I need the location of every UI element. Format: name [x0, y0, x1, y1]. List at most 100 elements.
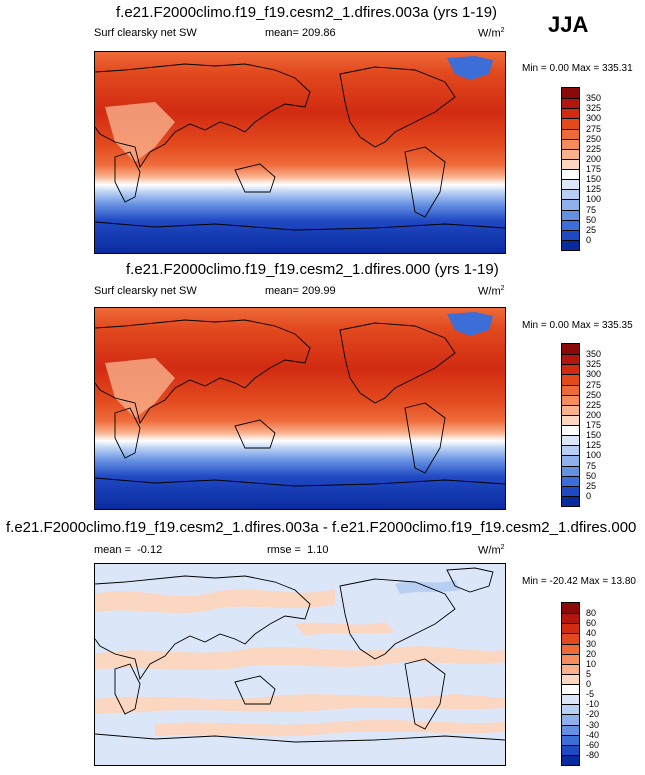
colorbar-tick-label: 0: [586, 679, 592, 689]
colorbar-tick-label: 25: [586, 224, 597, 235]
panel-3-minmax: Min = -20.42 Max = 13.80: [522, 576, 636, 587]
colorbar-segment: [562, 603, 579, 614]
panel-2-units: W/m2: [478, 285, 505, 298]
colorbar-segment: [562, 219, 579, 230]
panel-1-colorbar: [561, 87, 580, 251]
colorbar-segment: [562, 653, 579, 664]
colorbar-tick-label: 0: [586, 234, 592, 245]
colorbar-tick-label: 225: [586, 143, 602, 154]
colorbar-segment: [562, 354, 579, 365]
colorbar-segment: [562, 613, 579, 624]
colorbar-tick-label: 50: [586, 470, 597, 481]
colorbar-segment: [562, 694, 579, 705]
panel-1-field-label: Surf clearsky net SW: [94, 27, 197, 39]
panel-1-map: [94, 51, 506, 254]
panel-1-minmax: Min = 0.00 Max = 335.31: [522, 63, 633, 74]
colorbar-tick-label: 175: [586, 164, 602, 174]
colorbar-tick-label: -10: [586, 699, 600, 710]
colorbar-segment: [562, 158, 579, 169]
colorbar-tick-label: 325: [586, 359, 602, 370]
colorbar-segment: [562, 714, 579, 725]
colorbar-tick-label: 5: [586, 668, 592, 679]
colorbar-segment: [562, 414, 579, 425]
colorbar-tick-label: 350: [586, 93, 602, 104]
colorbar-segment: [562, 724, 579, 735]
colorbar-segment: [562, 374, 579, 385]
colorbar-segment: [562, 384, 579, 395]
colorbar-tick-label: 20: [586, 648, 597, 659]
colorbar-tick-label: -40: [586, 729, 600, 740]
colorbar-segment: [562, 704, 579, 715]
colorbar-segment: [562, 684, 579, 695]
colorbar-segment: [562, 465, 579, 476]
colorbar-segment: [562, 404, 579, 415]
colorbar-tick-label: 350: [586, 349, 602, 360]
colorbar-segment: [562, 495, 579, 506]
colorbar-segment: [562, 435, 579, 446]
panel-3-map: [94, 563, 506, 766]
colorbar-segment: [562, 485, 579, 496]
panel-1-title: f.e21.F2000climo.f19_f19.cesm2_1.dfires.…: [116, 4, 498, 21]
panel-1-mean: mean= 209.86: [265, 27, 336, 39]
colorbar-tick-label: 40: [586, 628, 597, 639]
colorbar-segment: [562, 118, 579, 129]
panel-2-title: f.e21.F2000climo.f19_f19.cesm2_1.dfires.…: [126, 261, 499, 278]
colorbar-segment: [562, 229, 579, 240]
colorbar-tick-label: 25: [586, 480, 597, 491]
colorbar-segment: [562, 475, 579, 486]
colorbar-segment: [562, 239, 579, 250]
colorbar-tick-label: -30: [586, 719, 600, 730]
colorbar-tick-label: 60: [586, 618, 597, 629]
colorbar-segment: [562, 189, 579, 200]
colorbar-segment: [562, 98, 579, 109]
colorbar-tick-label: 275: [586, 123, 602, 134]
panel-2-map: [94, 307, 506, 510]
colorbar-segment: [562, 663, 579, 674]
colorbar-segment: [562, 744, 579, 755]
colorbar-segment: [562, 88, 579, 99]
colorbar-tick-label: 300: [586, 369, 602, 380]
colorbar-segment: [562, 138, 579, 149]
panel-1-units: W/m2: [478, 27, 505, 40]
colorbar-segment: [562, 108, 579, 119]
panel-3-units: W/m2: [478, 544, 505, 557]
colorbar-segment: [562, 209, 579, 220]
colorbar-tick-label: 100: [586, 194, 602, 205]
colorbar-segment: [562, 455, 579, 466]
colorbar-segment: [562, 179, 579, 190]
panel-3-colorbar: [561, 602, 580, 766]
panel-2-field-label: Surf clearsky net SW: [94, 285, 197, 297]
colorbar-tick-label: 125: [586, 184, 602, 195]
season-label: JJA: [548, 12, 589, 37]
colorbar-segment: [562, 148, 579, 159]
colorbar-segment: [562, 199, 579, 210]
colorbar-tick-label: 75: [586, 204, 597, 215]
panel-2-minmax: Min = 0.00 Max = 335.35: [522, 320, 633, 331]
panel-2-mean: mean= 209.99: [265, 285, 336, 297]
colorbar-tick-label: 150: [586, 174, 602, 185]
colorbar-tick-label: -20: [586, 709, 600, 720]
colorbar-segment: [562, 394, 579, 405]
colorbar-segment: [562, 425, 579, 436]
colorbar-tick-label: 125: [586, 440, 602, 451]
colorbar-segment: [562, 754, 579, 765]
colorbar-tick-label: 175: [586, 420, 602, 430]
colorbar-tick-label: 10: [586, 658, 597, 669]
colorbar-tick-label: 200: [586, 153, 602, 164]
colorbar-segment: [562, 623, 579, 634]
colorbar-tick-label: -60: [586, 739, 600, 750]
colorbar-tick-label: 80: [586, 608, 597, 619]
colorbar-tick-label: 75: [586, 460, 597, 471]
colorbar-segment: [562, 643, 579, 654]
colorbar-segment: [562, 169, 579, 180]
colorbar-segment: [562, 445, 579, 456]
colorbar-tick-label: 200: [586, 409, 602, 420]
colorbar-segment: [562, 364, 579, 375]
colorbar-tick-label: 250: [586, 133, 602, 144]
panel-2-colorbar: [561, 343, 580, 507]
colorbar-segment: [562, 633, 579, 644]
colorbar-tick-label: 275: [586, 379, 602, 390]
colorbar-tick-label: 225: [586, 399, 602, 410]
colorbar-tick-label: 0: [586, 490, 592, 501]
colorbar-tick-label: 30: [586, 638, 597, 649]
